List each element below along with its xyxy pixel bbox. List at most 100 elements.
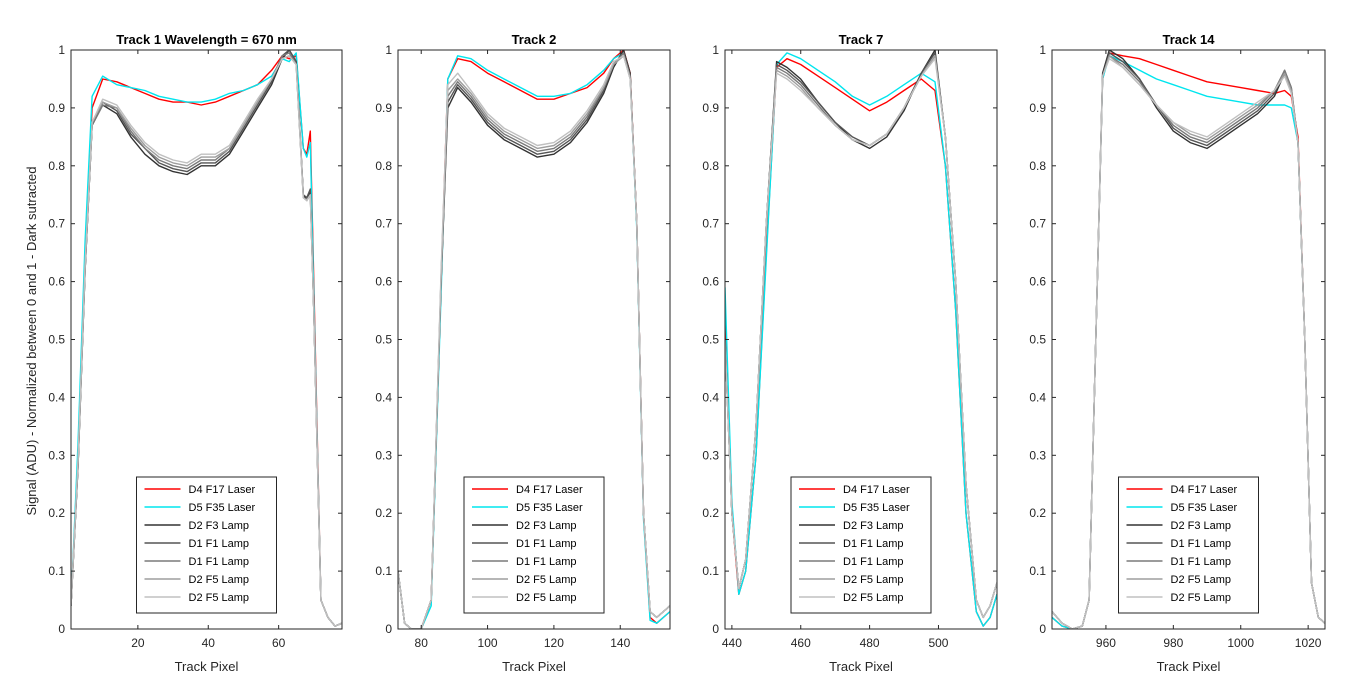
legend-entry: D5 F35 Laser <box>1171 502 1238 514</box>
x-tick-label: 500 <box>928 636 948 650</box>
y-tick-label: 0.2 <box>1029 506 1046 520</box>
legend-entry: D2 F5 Lamp <box>189 592 250 604</box>
x-axis-label: Track Pixel <box>829 659 893 674</box>
y-tick-label: 0.1 <box>702 564 719 578</box>
legend-entry: D2 F3 Lamp <box>843 520 904 532</box>
panel-title: Track 2 <box>512 32 557 47</box>
x-tick-label: 460 <box>791 636 811 650</box>
x-tick-label: 100 <box>478 636 498 650</box>
y-tick-label: 1 <box>1039 43 1046 57</box>
legend-entry: D5 F35 Laser <box>189 502 256 514</box>
legend-entry: D2 F3 Lamp <box>516 520 577 532</box>
y-tick-label: 0.1 <box>48 564 65 578</box>
legend-entry: D2 F5 Lamp <box>189 574 250 586</box>
series-line-7 <box>398 55 670 629</box>
series-line-7 <box>71 55 342 627</box>
legend-entry: D2 F5 Lamp <box>516 592 577 604</box>
y-tick-label: 0.9 <box>375 101 392 115</box>
legend-entry: D1 F1 Lamp <box>843 556 904 568</box>
x-tick-label: 40 <box>202 636 216 650</box>
y-tick-label: 0.3 <box>1029 448 1046 462</box>
y-tick-label: 0.2 <box>702 506 719 520</box>
legend-entry: D1 F1 Lamp <box>843 538 904 550</box>
y-tick-label: 0.5 <box>702 333 719 347</box>
y-tick-label: 0 <box>58 622 65 636</box>
legend-entry: D5 F35 Laser <box>516 502 583 514</box>
legend-entry: D2 F5 Lamp <box>843 574 904 586</box>
y-tick-label: 1 <box>58 43 65 57</box>
y-tick-label: 0.6 <box>702 275 719 289</box>
legend-entry: D1 F1 Lamp <box>516 538 577 550</box>
y-tick-label: 0.7 <box>1029 217 1046 231</box>
legend-box <box>463 476 605 614</box>
y-tick-label: 0 <box>385 622 392 636</box>
legend-entry: D4 F17 Laser <box>843 484 910 496</box>
series-line-2 <box>725 52 997 627</box>
legend-entry: D5 F35 Laser <box>843 502 910 514</box>
x-tick-label: 140 <box>610 636 630 650</box>
x-axis-label: Track Pixel <box>502 659 566 674</box>
legend: D4 F17 Laser D5 F35 Laser D2 F3 Lamp D1 F1 … <box>790 476 932 614</box>
series-group <box>1052 50 1325 629</box>
x-tick-label: 120 <box>544 636 564 650</box>
x-tick-label: 20 <box>131 636 145 650</box>
panel-title: Track 1 Wavelength = 670 nm <box>116 32 297 47</box>
chart-panel-4: 0 0.1 0.2 0.3 0.4 0.5 0.6 0.7 0.8 0.9 1 960 980 1000 1… <box>1029 32 1326 674</box>
y-tick-label: 0.7 <box>702 217 719 231</box>
legend-entry: D4 F17 Laser <box>516 484 583 496</box>
legend-entry: D4 F17 Laser <box>1171 484 1238 496</box>
y-tick-label: 0.5 <box>1029 333 1046 347</box>
y-tick-label: 0.9 <box>702 101 719 115</box>
series-group <box>725 50 997 627</box>
y-tick-label: 0.5 <box>375 333 392 347</box>
series-group <box>398 50 670 629</box>
y-tick-label: 0.6 <box>1029 275 1046 289</box>
y-tick-label: 1 <box>385 43 392 57</box>
x-axis-label: Track Pixel <box>1157 659 1221 674</box>
series-group <box>71 50 342 627</box>
y-tick-label: 0.2 <box>48 506 65 520</box>
series-line-2 <box>71 52 342 627</box>
y-tick-label: 0.3 <box>48 448 65 462</box>
y-tick-label: 0.7 <box>375 217 392 231</box>
legend-entry: D1 F1 Lamp <box>1171 556 1232 568</box>
legend-box <box>790 476 932 614</box>
series-line-7 <box>725 58 997 619</box>
legend-entry: D4 F17 Laser <box>189 484 256 496</box>
x-tick-label: 440 <box>722 636 742 650</box>
y-tick-label: 0.3 <box>375 448 392 462</box>
y-tick-label: 0.1 <box>1029 564 1046 578</box>
chart-panel-3: 0 0.1 0.2 0.3 0.4 0.5 0.6 0.7 0.8 0.9 1 440 460 480 50… <box>702 32 998 674</box>
legend-entry: D1 F1 Lamp <box>189 538 250 550</box>
y-tick-label: 0.7 <box>48 217 65 231</box>
x-tick-label: 1020 <box>1295 636 1322 650</box>
legend-entry: D2 F5 Lamp <box>843 592 904 604</box>
x-tick-label: 80 <box>415 636 429 650</box>
legend-entry: D2 F5 Lamp <box>1171 592 1232 604</box>
legend-entry: D2 F3 Lamp <box>189 520 250 532</box>
legend-entry: D2 F5 Lamp <box>1171 574 1232 586</box>
y-tick-label: 0 <box>712 622 719 636</box>
legend-entry: D1 F1 Lamp <box>516 556 577 568</box>
legend: D4 F17 Laser D5 F35 Laser D2 F3 Lamp D1 F1 … <box>1118 476 1259 614</box>
legend-box <box>1118 476 1259 614</box>
x-axis-label: Track Pixel <box>175 659 239 674</box>
y-tick-label: 0.9 <box>1029 101 1046 115</box>
y-tick-label: 0.4 <box>1029 390 1046 404</box>
y-tick-label: 0.2 <box>375 506 392 520</box>
y-tick-label: 0.3 <box>702 448 719 462</box>
legend: D4 F17 Laser D5 F35 Laser D2 F3 Lamp D1 F1 … <box>463 476 605 614</box>
y-tick-label: 0.8 <box>702 159 719 173</box>
x-tick-label: 480 <box>860 636 880 650</box>
y-tick-label: 0.4 <box>702 390 719 404</box>
x-tick-label: 1000 <box>1227 636 1254 650</box>
y-tick-label: 1 <box>712 43 719 57</box>
y-tick-label: 0.6 <box>375 275 392 289</box>
y-tick-label: 0.4 <box>48 390 65 404</box>
panel-title: Track 14 <box>1162 32 1215 47</box>
y-tick-label: 0.8 <box>1029 159 1046 173</box>
chart-panel-1: 0 0.1 0.2 0.3 0.4 0.5 0.6 0.7 0.8 0.9 1 20 40 60 Track… <box>48 32 343 674</box>
y-tick-label: 0.4 <box>375 390 392 404</box>
y-tick-label: 0.8 <box>375 159 392 173</box>
